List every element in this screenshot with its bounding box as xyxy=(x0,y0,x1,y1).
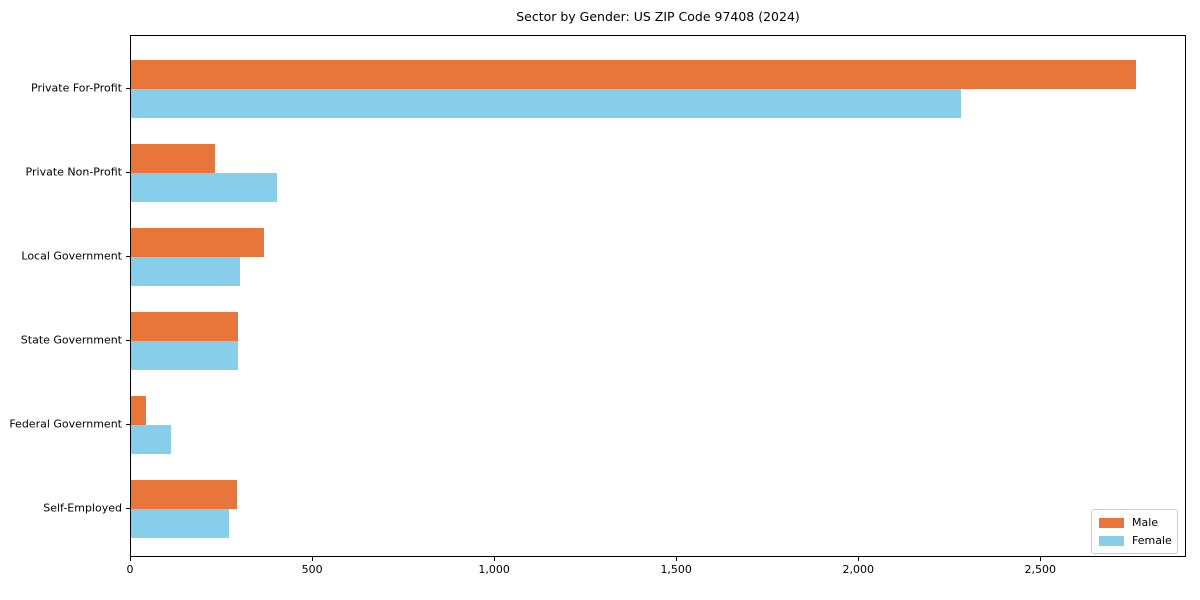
legend-swatch-female xyxy=(1099,536,1124,546)
y-tick-label-federal-government: Federal Government xyxy=(9,417,122,431)
bar-female-local-government xyxy=(131,257,241,286)
bar-male-local-government xyxy=(131,228,264,257)
plot-area xyxy=(130,35,1186,557)
x-axis-tick xyxy=(858,557,860,561)
y-axis-tick xyxy=(126,172,130,173)
y-axis-tick xyxy=(126,256,130,257)
bar-female-state-government xyxy=(131,341,239,370)
x-axis-tick xyxy=(676,557,678,561)
bar-male-state-government xyxy=(131,312,239,341)
bar-male-private-for-profit xyxy=(131,60,1136,89)
y-tick-label-self-employed: Self-Employed xyxy=(43,501,122,515)
legend-label-male: Male xyxy=(1132,516,1159,529)
x-axis-tick xyxy=(312,557,314,561)
legend-item-female: Female xyxy=(1099,533,1172,549)
x-axis-tick xyxy=(130,557,131,561)
x-axis-tick xyxy=(1040,557,1042,561)
y-tick-label-local-government: Local Government xyxy=(21,249,122,263)
legend: Male Female xyxy=(1091,509,1178,554)
y-tick-label-state-government: State Government xyxy=(20,333,122,347)
bar-male-self-employed xyxy=(131,480,237,509)
y-axis-tick xyxy=(126,508,130,509)
bar-male-federal-government xyxy=(131,396,146,425)
legend-label-female: Female xyxy=(1132,534,1172,547)
bar-female-self-employed xyxy=(131,509,230,538)
x-tick-label-1-000: 1,000 xyxy=(478,563,510,576)
y-axis-tick xyxy=(126,424,130,425)
x-tick-label-500: 500 xyxy=(301,563,323,576)
x-tick-label-1-500: 1,500 xyxy=(660,563,692,576)
bar-female-private-for-profit xyxy=(131,89,962,118)
x-tick-label-0: 0 xyxy=(126,563,134,576)
y-tick-label-private-non-profit: Private Non-Profit xyxy=(25,165,122,179)
bar-female-federal-government xyxy=(131,425,172,454)
x-tick-label-2-500: 2,500 xyxy=(1024,563,1057,576)
legend-item-male: Male xyxy=(1099,515,1170,531)
chart-title: Sector by Gender: US ZIP Code 97408 (202… xyxy=(516,9,800,24)
legend-swatch-male xyxy=(1099,518,1124,528)
y-axis-tick xyxy=(126,340,130,341)
y-tick-label-private-for-profit: Private For-Profit xyxy=(31,81,122,95)
bar-male-private-non-profit xyxy=(131,144,215,173)
y-axis-tick xyxy=(126,88,130,89)
bar-female-private-non-profit xyxy=(131,173,277,202)
x-axis-tick xyxy=(494,557,496,561)
x-tick-label-2-000: 2,000 xyxy=(842,563,875,576)
